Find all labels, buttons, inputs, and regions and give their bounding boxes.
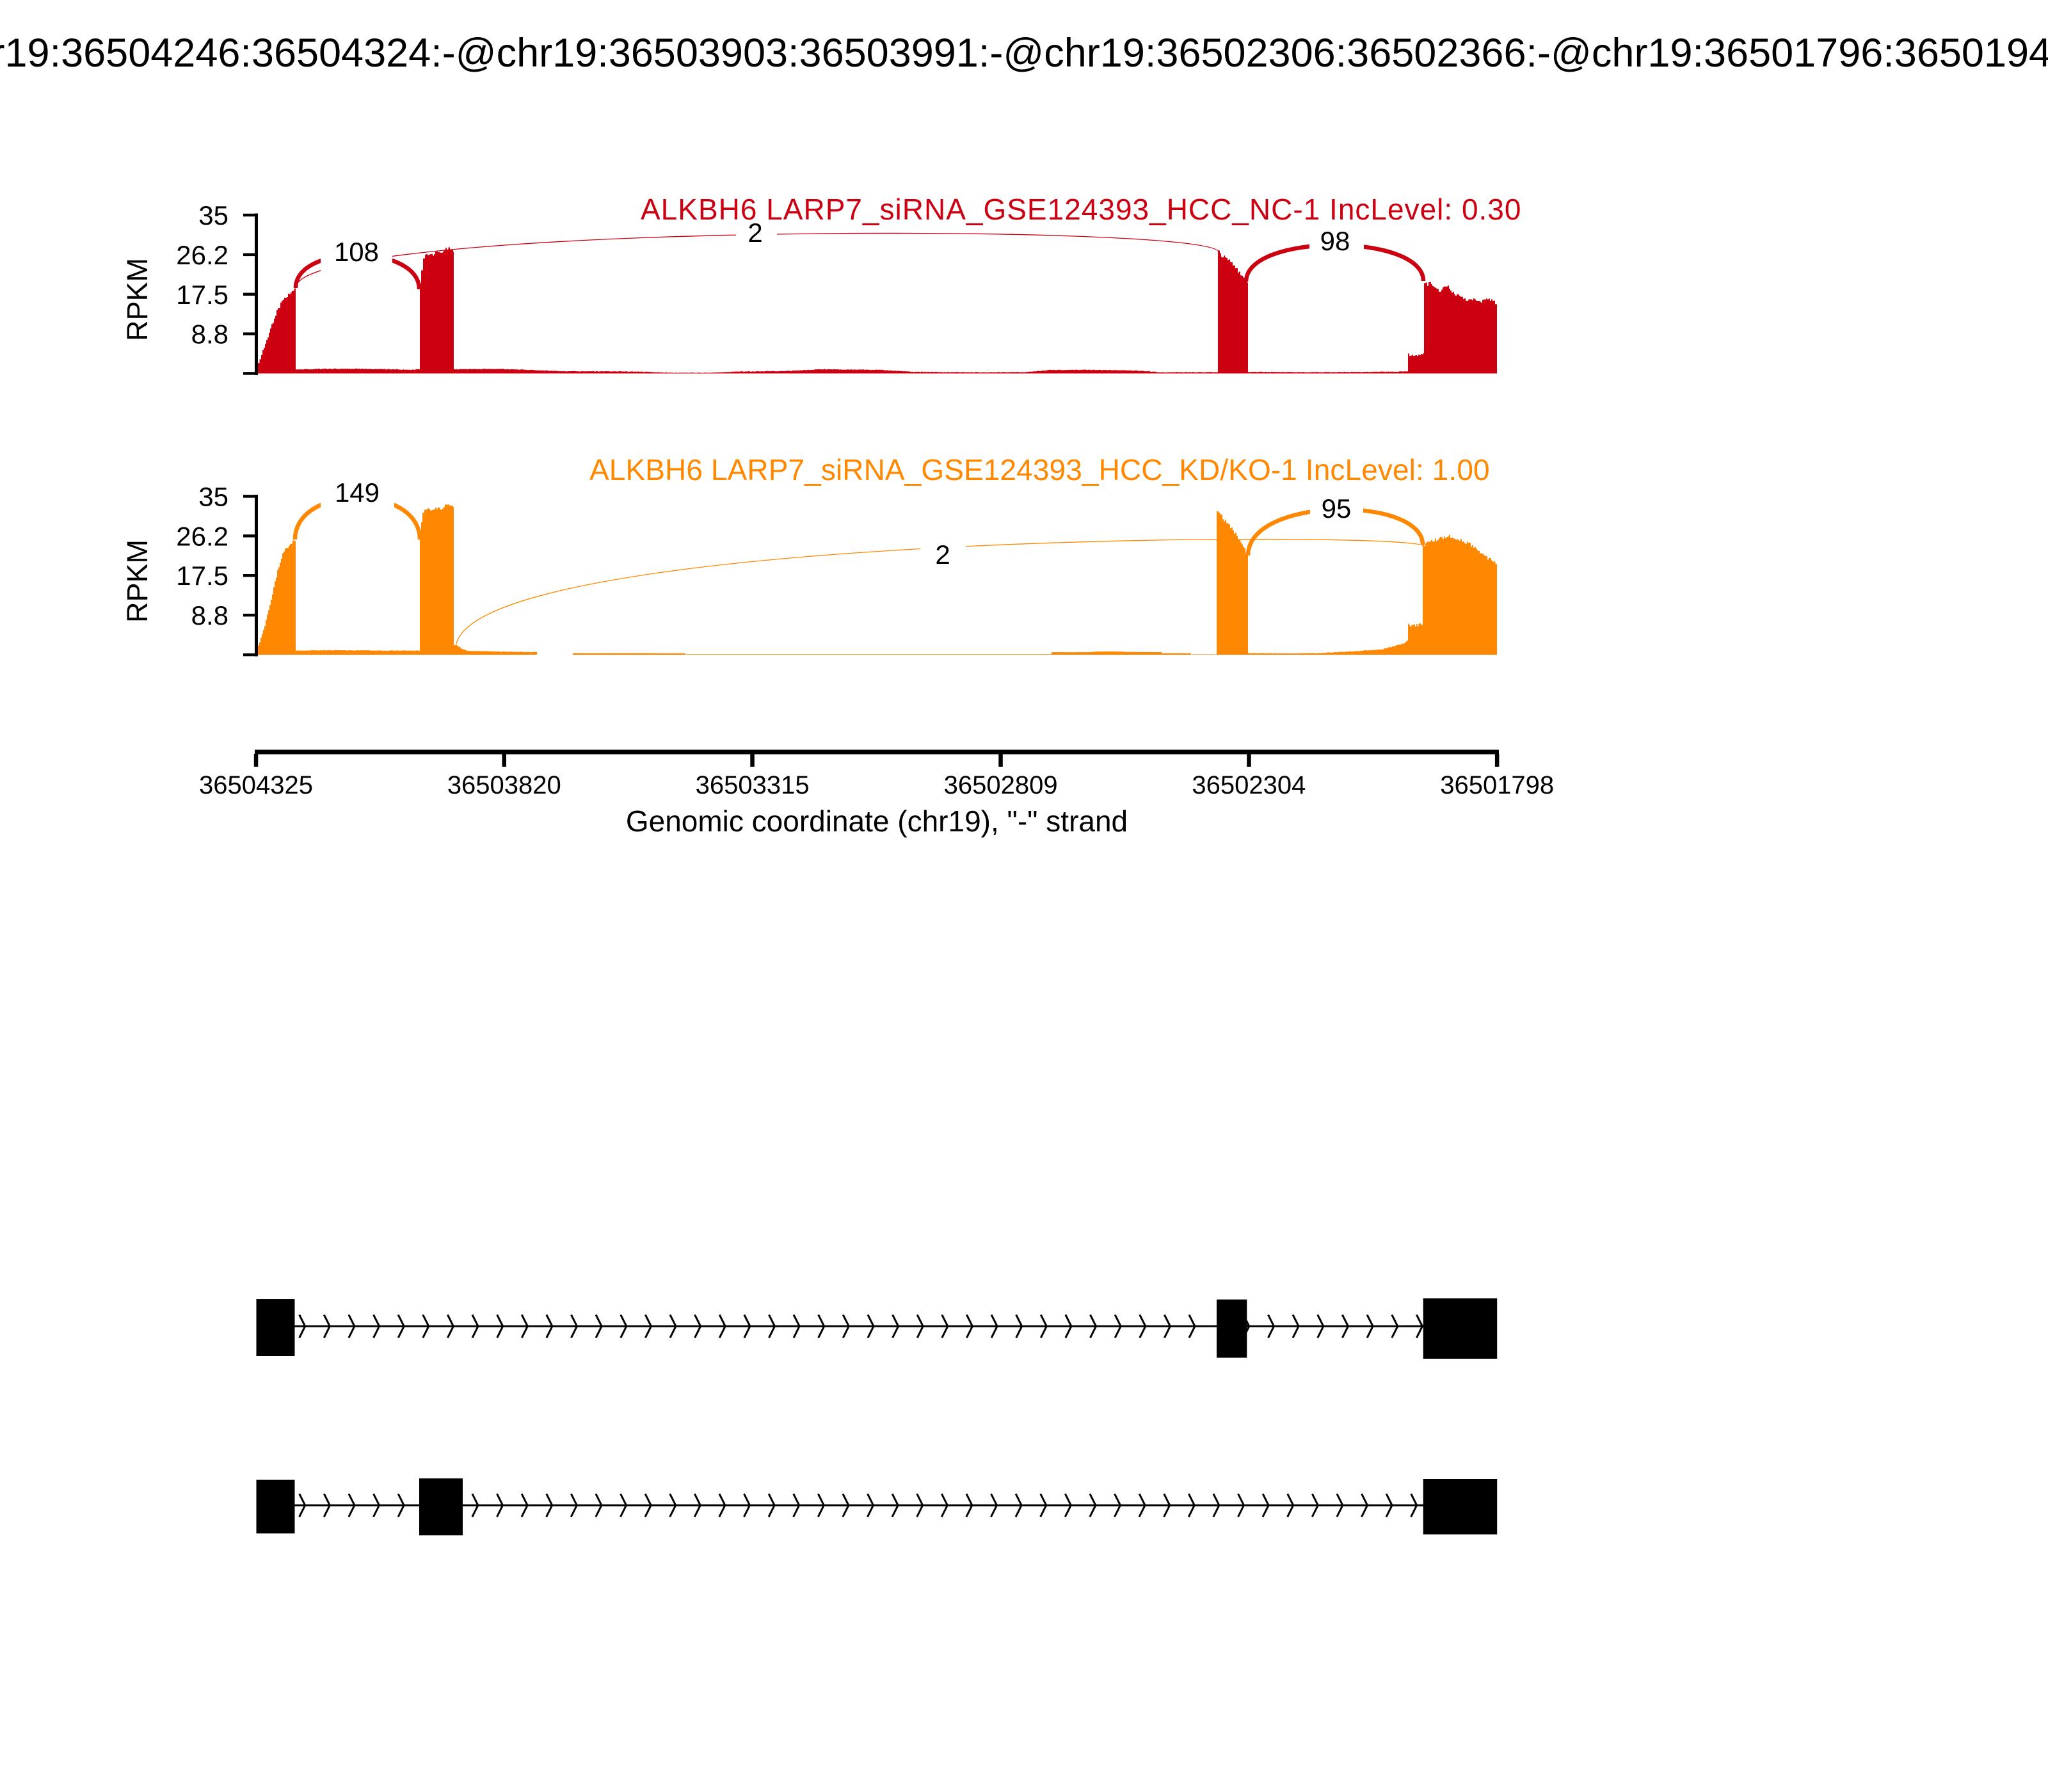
svg-text:17.5: 17.5 bbox=[176, 561, 228, 591]
svg-text:8.8: 8.8 bbox=[191, 600, 228, 630]
svg-text:108: 108 bbox=[334, 237, 379, 267]
svg-text:36501798: 36501798 bbox=[1440, 771, 1554, 799]
svg-text:26.2: 26.2 bbox=[176, 521, 228, 551]
svg-text:36503315: 36503315 bbox=[696, 771, 810, 799]
svg-text:35: 35 bbox=[198, 482, 228, 512]
svg-text:98: 98 bbox=[1320, 226, 1350, 256]
svg-text:2: 2 bbox=[748, 218, 762, 248]
svg-text:ALKBH6 LARP7_siRNA_GSE124393_H: ALKBH6 LARP7_siRNA_GSE124393_HCC_KD/KO-1… bbox=[589, 453, 1490, 486]
svg-text:Genomic coordinate (chr19), "-: Genomic coordinate (chr19), "-" strand bbox=[626, 804, 1128, 838]
svg-text:2: 2 bbox=[935, 540, 950, 570]
svg-text:17.5: 17.5 bbox=[176, 280, 228, 310]
svg-text:36502809: 36502809 bbox=[944, 771, 1058, 799]
svg-text:35: 35 bbox=[198, 200, 228, 230]
svg-text:RPKM: RPKM bbox=[121, 540, 154, 623]
svg-text:95: 95 bbox=[1322, 493, 1352, 524]
svg-text:RPKM: RPKM bbox=[121, 258, 154, 341]
svg-text:36502304: 36502304 bbox=[1192, 771, 1306, 799]
svg-text:149: 149 bbox=[335, 477, 380, 508]
svg-text:chr19:36504246:36504324:-@chr1: chr19:36504246:36504324:-@chr19:36503903… bbox=[0, 31, 2048, 76]
svg-text:26.2: 26.2 bbox=[176, 240, 228, 270]
svg-text:36503820: 36503820 bbox=[447, 771, 561, 799]
svg-text:ALKBH6 LARP7_siRNA_GSE124393_H: ALKBH6 LARP7_siRNA_GSE124393_HCC_NC-1 In… bbox=[641, 193, 1521, 226]
svg-text:36504325: 36504325 bbox=[199, 771, 313, 799]
svg-text:8.8: 8.8 bbox=[191, 319, 228, 349]
